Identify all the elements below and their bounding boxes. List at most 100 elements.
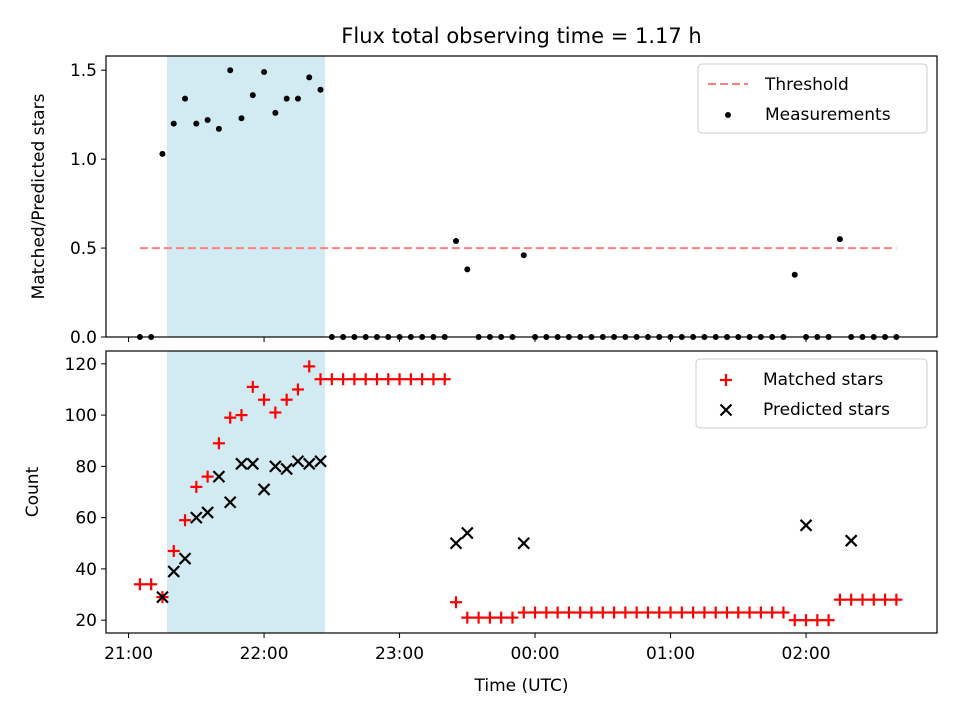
predicted-star-point: [246, 457, 260, 471]
matched-star-point: [461, 611, 474, 624]
matched-star-point: [145, 578, 158, 591]
predicted-star-point: [156, 590, 169, 604]
matched-star-point: [303, 360, 316, 373]
legend-predicted-label: Predicted stars: [763, 400, 890, 420]
matched-star-point: [506, 611, 519, 624]
predicted-star-mark-b: [201, 506, 214, 519]
legend: Matched stars Predicted stars: [695, 358, 928, 429]
predicted-star-point: [799, 519, 813, 532]
y-tick-label: 0.5: [70, 239, 97, 259]
observing-span: [166, 56, 326, 337]
legend-predicted-swatch-b: [719, 403, 733, 417]
matched-star-point: [709, 606, 722, 619]
matched-star-point: [653, 606, 666, 619]
matched-star-point: [551, 606, 564, 619]
predicted-star-mark-b: [212, 470, 226, 483]
matched-star-point: [800, 614, 813, 627]
predicted-star-point: [190, 511, 203, 524]
matched-star-point: [833, 593, 846, 606]
matched-star-point: [235, 409, 248, 422]
predicted-star-point: [257, 483, 271, 496]
chart-title: Flux total observing time = 1.17 h: [341, 24, 701, 48]
measurement-point: [453, 237, 460, 244]
matched-star-point: [562, 606, 575, 619]
matched-star-point: [314, 373, 327, 386]
y-axis-label: Matched/Predicted stars: [29, 93, 49, 299]
matched-star-point: [438, 373, 451, 386]
predicted-star-mark-b: [302, 457, 316, 471]
y-tick-label: 80: [75, 457, 97, 477]
matched-star-point: [811, 614, 824, 627]
matched-star-point: [404, 373, 417, 386]
matched-star-point: [212, 437, 225, 450]
predicted-star-mark-b: [844, 534, 858, 547]
predicted-star-point: [280, 462, 293, 476]
measurement-point: [464, 266, 471, 273]
matched-star-point: [291, 383, 304, 396]
y-tick-label: 1.0: [70, 150, 97, 170]
predicted-star-mark-b: [167, 565, 181, 578]
bottom-panel: 20 40 60 80 100 120 21:00 22:00 23:00 00:00 01:00 0…: [23, 350, 938, 696]
top-panel: 0.0 0.5 1.0 1.5 Flux total observing time = …: [29, 24, 938, 348]
measurement-point: [272, 109, 279, 116]
measurement-point: [170, 120, 177, 127]
axes-frame: [105, 55, 938, 338]
x-tick-label: 02:00: [782, 644, 831, 664]
y-tick-label: 1.5: [70, 61, 97, 81]
measurement-point: [215, 125, 222, 132]
predicted-star-mark-b: [156, 590, 169, 604]
measurement-point: [283, 95, 290, 102]
matched-star-point: [269, 406, 282, 419]
matched-star-point: [529, 606, 542, 619]
measurement-point: [238, 115, 245, 122]
matched-star-point: [540, 606, 553, 619]
matched-star-point: [856, 593, 869, 606]
predicted-star-mark-b: [178, 552, 192, 565]
predicted-star-point: [235, 457, 248, 471]
matched-star-point: [743, 606, 756, 619]
matched-star-point: [732, 606, 745, 619]
matched-star-point: [687, 606, 700, 619]
matched-star-point: [822, 614, 835, 627]
measurement-point: [182, 95, 189, 102]
predicted-star-point: [212, 470, 226, 483]
matched-star-point: [517, 606, 530, 619]
matched-star-point: [258, 393, 271, 406]
legend-box: [695, 358, 928, 429]
predicted-star-point: [844, 534, 858, 547]
predicted-star-mark-b: [449, 536, 463, 550]
y-tick-label: 100: [65, 406, 97, 426]
matched-star-point: [190, 480, 203, 493]
matched-star-point: [224, 411, 237, 424]
legend-box: [697, 63, 928, 134]
predicted-star-point: [461, 526, 474, 540]
matched-star-point: [370, 373, 383, 386]
predicted-star-point: [302, 457, 316, 471]
measurement-point: [159, 150, 166, 157]
matched-star-point: [472, 611, 485, 624]
measurement-point: [294, 95, 301, 102]
x-tick-label: 23:00: [375, 644, 424, 664]
y-tick-label: 0.0: [70, 328, 97, 348]
matched-star-point: [359, 373, 372, 386]
axes-frame: [105, 350, 938, 634]
predicted-star-mark-b: [223, 495, 237, 509]
legend-measurements-swatch: [725, 112, 731, 118]
measurement-point: [204, 117, 211, 124]
matched-star-point: [845, 593, 858, 606]
matched-star-point: [777, 606, 790, 619]
x-tick-label: 21:00: [104, 644, 153, 664]
y-tick-label: 20: [75, 611, 97, 631]
predicted-star-point: [314, 454, 327, 468]
predicted-star-point: [449, 536, 463, 550]
matched-star-point: [133, 578, 146, 591]
predicted-star-point: [517, 536, 531, 550]
predicted-star-mark-b: [246, 457, 260, 471]
x-tick-label: 00:00: [511, 644, 560, 664]
y-tick-label: 60: [75, 509, 97, 529]
matched-star-point: [325, 373, 338, 386]
matched-star-point: [179, 514, 192, 527]
matched-star-point: [167, 544, 180, 557]
matched-star-point: [495, 611, 508, 624]
